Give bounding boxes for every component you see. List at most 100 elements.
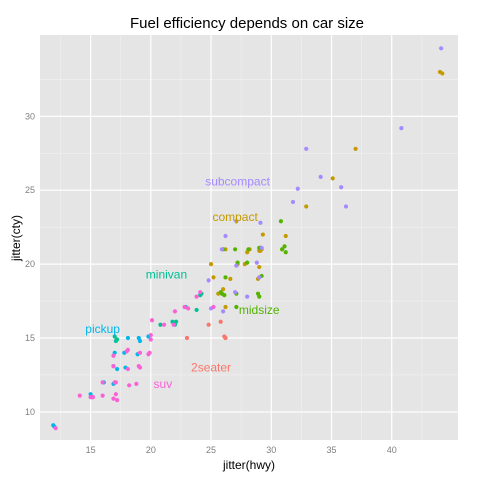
data-point-compact	[304, 204, 309, 209]
data-point-suv	[211, 304, 216, 310]
y-tick-labels: 10 15 20 25 30	[25, 111, 35, 417]
y-tick-label: 25	[25, 185, 35, 195]
data-point-2seater	[223, 335, 228, 341]
data-point-midsize	[245, 260, 250, 265]
x-tick-label: 15	[86, 445, 96, 455]
data-point-midsize	[282, 244, 287, 249]
data-point-compact	[440, 71, 445, 76]
data-point-midsize	[280, 247, 285, 252]
data-point-subcompact	[234, 219, 239, 224]
data-point-compact	[221, 287, 226, 292]
data-point-compact	[353, 146, 358, 151]
data-point-minivan	[113, 338, 118, 344]
data-point-suv	[114, 397, 120, 403]
x-tick-label: 25	[206, 445, 216, 455]
data-point-suv	[134, 381, 139, 386]
data-point-suv	[137, 350, 143, 355]
annotation-compact: compact	[212, 210, 258, 224]
annotation-suv: suv	[154, 377, 173, 391]
x-tick-label: 20	[146, 445, 156, 455]
data-point-subcompact	[219, 247, 224, 252]
data-point-compact	[257, 264, 262, 270]
data-point-subcompact	[257, 275, 262, 280]
data-point-suv	[198, 290, 203, 295]
data-point-suv	[149, 318, 155, 323]
data-point-midsize	[278, 219, 284, 224]
data-point-compact	[223, 304, 228, 310]
data-point-subcompact	[439, 46, 444, 51]
annotation-pickup: pickup	[85, 322, 120, 336]
data-point-suv	[172, 309, 178, 314]
data-point-suv	[125, 347, 131, 352]
data-point-suv	[125, 366, 131, 372]
plot-panel	[40, 35, 458, 440]
data-point-subcompact	[206, 278, 211, 283]
data-point-compact	[260, 232, 265, 237]
data-point-suv	[111, 363, 116, 369]
data-point-suv	[127, 383, 132, 388]
data-point-midsize	[223, 275, 228, 280]
data-point-midsize	[234, 304, 239, 310]
data-point-midsize	[219, 291, 224, 296]
annotation-midsize: midsize	[239, 303, 280, 317]
data-point-subcompact	[304, 146, 309, 151]
data-point-suv	[113, 392, 118, 397]
x-tick-label: 40	[387, 445, 397, 455]
grid-minor	[40, 35, 458, 440]
data-point-subcompact	[399, 126, 404, 131]
grid-major	[40, 35, 458, 440]
data-point-suv	[77, 393, 82, 398]
data-point-suv	[161, 322, 167, 327]
y-tick-label: 20	[25, 259, 35, 269]
x-tick-label: 35	[327, 445, 337, 455]
data-point-compact	[208, 262, 214, 267]
data-point-midsize	[283, 250, 288, 255]
data-point-subcompact	[233, 290, 238, 295]
data-points	[51, 46, 445, 431]
data-point-midsize	[246, 247, 251, 252]
x-tick-label: 30	[266, 445, 276, 455]
data-point-compact	[211, 275, 216, 280]
data-point-midsize	[233, 247, 238, 252]
data-point-pickup	[125, 335, 131, 341]
annotation-subcompact: subcompact	[205, 174, 270, 188]
class-annotations: 2seater compact midsize minivan pickup subcom…	[85, 174, 280, 391]
data-point-subcompact	[221, 309, 226, 314]
data-point-suv	[100, 380, 105, 385]
data-point-subcompact	[318, 174, 323, 179]
data-point-suv	[194, 294, 199, 299]
data-point-minivan	[194, 307, 199, 313]
data-point-2seater	[206, 322, 211, 327]
x-axis-title: jitter(hwy)	[222, 458, 275, 472]
chart-title: Fuel efficiency depends on car size	[130, 15, 364, 32]
data-point-suv	[100, 393, 105, 398]
data-point-compact	[228, 276, 233, 281]
data-point-2seater	[184, 335, 190, 341]
y-tick-label: 10	[25, 407, 35, 417]
x-tick-labels: 15 20 25 30 35 40	[86, 445, 397, 455]
data-point-subcompact	[258, 220, 263, 225]
data-point-suv	[146, 352, 151, 357]
annotation-2seater: 2seater	[191, 361, 231, 375]
annotation-minivan: minivan	[146, 267, 187, 281]
data-point-suv	[171, 322, 176, 327]
data-point-suv	[111, 353, 116, 358]
data-point-pickup	[136, 335, 141, 341]
data-point-subcompact	[290, 199, 296, 205]
data-point-suv	[186, 306, 191, 311]
data-point-compact	[283, 233, 288, 239]
data-point-pickup	[114, 366, 120, 372]
data-point-suv	[148, 337, 153, 342]
data-point-2seater	[218, 319, 223, 324]
data-point-suv	[90, 395, 96, 400]
data-point-suv	[137, 365, 143, 370]
y-tick-label: 15	[25, 333, 35, 343]
data-point-suv	[53, 426, 58, 431]
data-point-minivan	[112, 334, 117, 339]
data-point-subcompact	[295, 186, 300, 191]
data-point-subcompact	[245, 294, 250, 299]
data-point-minivan	[158, 322, 163, 327]
data-point-compact	[330, 176, 335, 181]
data-point-suv	[148, 332, 153, 338]
data-point-suv	[182, 304, 187, 310]
